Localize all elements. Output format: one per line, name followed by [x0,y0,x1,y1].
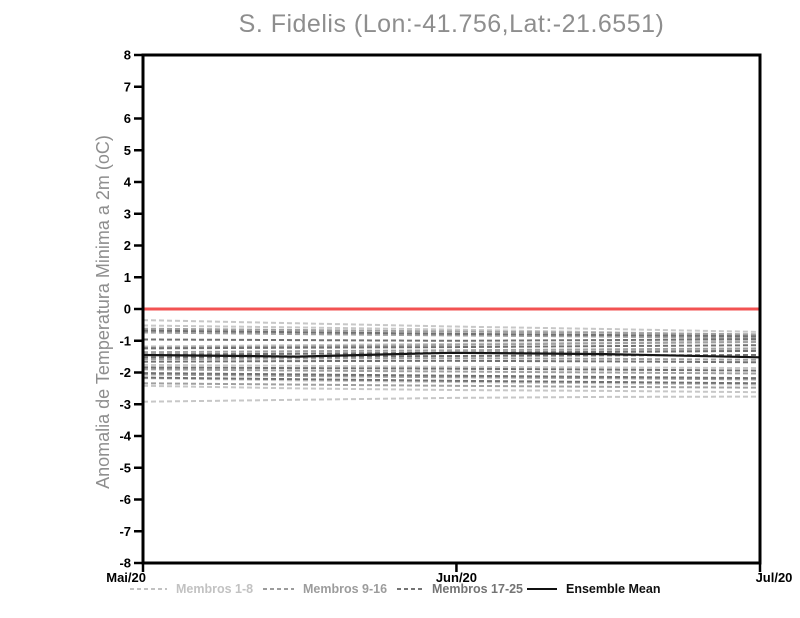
y-tick-label: -5 [119,460,131,475]
ensemble-member-line [142,363,761,370]
ensemble-member-line [142,395,761,403]
ensemble-member-line [142,384,761,394]
ensemble-member-line [142,357,761,361]
ensemble-member-line [142,338,761,342]
y-tick-label: 5 [124,143,131,158]
ensemble-member-line [142,344,761,350]
ensemble-mean-line [142,351,761,359]
x-tick-label: Jul/20 [756,570,793,585]
ensemble-member-line [142,373,761,381]
y-tick-label: -3 [119,397,131,412]
legend-label: Ensemble Mean [566,582,661,596]
ensemble-member-line [142,347,761,354]
dashed-line-icon [263,588,294,590]
ensemble-member-line [142,319,761,333]
legend-item-members-17-25: Membros 17-25 [397,582,523,596]
ensemble-member-line [142,327,761,336]
y-tick-label: 7 [124,79,131,94]
chart-title: S. Fidelis (Lon:-41.756,Lat:-21.6551) [238,10,665,38]
y-tick-label: 8 [124,48,131,63]
dashed-line-icon [397,588,423,590]
legend-item-members-1-8: Membros 1-8 [130,582,253,596]
y-tick-label: 3 [124,206,131,221]
ensemble-member-line [142,366,761,372]
y-tick-label: 6 [124,111,131,126]
y-tick-label: 0 [124,302,131,317]
y-tick-label: -4 [119,429,131,444]
ensemble-member-line [142,382,761,389]
ensemble-member-line [142,359,761,364]
y-tick-label: 4 [124,175,132,190]
ensemble-member-line [142,376,761,385]
y-tick-label: -1 [119,333,131,348]
y-tick-label: 1 [124,270,131,285]
x-tick-label: Jun/20 [436,570,477,585]
y-tick-label: -7 [119,524,131,539]
x-tick-label: Mai/20 [106,570,146,585]
ensemble-member-line [142,331,761,340]
legend-item-members-9-16: Membros 9-16 [263,582,387,596]
ensemble-member-line [142,329,761,338]
y-tick-label: -2 [119,365,131,380]
solid-line-icon [527,588,557,590]
ensemble-member-line [142,368,761,375]
ensemble-member-line [142,377,761,386]
y-tick-label: -6 [119,492,131,507]
legend-label: Membros 9-16 [303,582,388,596]
legend-label: Membros 17-25 [432,582,524,596]
ensemble-member-line [142,341,761,349]
y-tick-label: -8 [119,556,131,571]
legend-label: Membros 1-8 [176,582,254,596]
y-tick-label: 2 [124,238,131,253]
legend: Membros 1-8 Membros 9-16 Membros 17-25 E… [0,582,800,604]
dashed-line-icon [130,588,167,590]
legend-item-ensemble-mean: Ensemble Mean [527,582,660,596]
ensemble-member-line [142,372,761,380]
